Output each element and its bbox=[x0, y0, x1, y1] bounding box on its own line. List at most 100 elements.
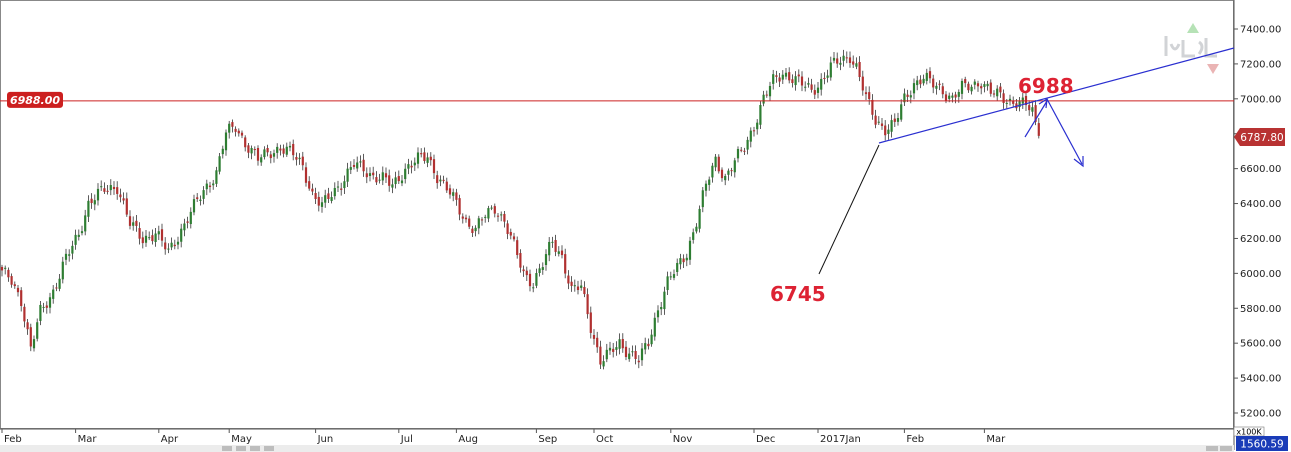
candle-body-up bbox=[413, 162, 416, 166]
candle-body-up bbox=[912, 83, 916, 94]
candle-body-down bbox=[90, 198, 93, 204]
candle-body-up bbox=[39, 304, 42, 321]
candle bbox=[852, 55, 855, 69]
candle-body-down bbox=[861, 76, 864, 91]
candle bbox=[180, 223, 183, 248]
candle bbox=[426, 152, 429, 168]
candle bbox=[199, 195, 202, 206]
candle bbox=[839, 56, 842, 71]
candle bbox=[292, 139, 295, 161]
candle bbox=[173, 239, 176, 250]
candle bbox=[932, 74, 935, 94]
candle bbox=[100, 180, 103, 191]
candle bbox=[509, 228, 512, 240]
candle bbox=[148, 231, 151, 241]
candle bbox=[343, 175, 346, 194]
candle bbox=[740, 146, 743, 153]
candle-body-down bbox=[730, 170, 733, 172]
volume-scale-label: x100K bbox=[1236, 428, 1262, 437]
candle-body-down bbox=[464, 217, 468, 220]
candle bbox=[295, 152, 298, 166]
candle bbox=[640, 342, 644, 366]
candle-body-up bbox=[656, 310, 660, 318]
candle bbox=[512, 232, 516, 242]
candle bbox=[749, 127, 752, 148]
candle-body-down bbox=[980, 86, 983, 89]
candle bbox=[39, 301, 42, 326]
candle-body-down bbox=[253, 149, 256, 151]
x-tick-label: Mar bbox=[78, 434, 98, 445]
candle-body-down bbox=[592, 334, 596, 339]
candle bbox=[567, 270, 570, 290]
candle-body-down bbox=[509, 231, 512, 236]
candle-body-down bbox=[906, 94, 909, 97]
candle bbox=[429, 152, 432, 166]
candle-body-down bbox=[586, 294, 589, 315]
candle bbox=[58, 274, 61, 292]
candle-body-down bbox=[932, 78, 935, 88]
candle bbox=[36, 318, 39, 342]
candle bbox=[84, 209, 87, 236]
candle-body-down bbox=[388, 175, 391, 186]
candle bbox=[874, 109, 877, 129]
candle-body-up bbox=[532, 287, 535, 289]
candle bbox=[983, 81, 986, 93]
candle-body-down bbox=[314, 192, 317, 200]
candle bbox=[420, 148, 423, 158]
candle bbox=[967, 81, 970, 93]
candle bbox=[234, 126, 237, 137]
candle-body-up bbox=[215, 170, 218, 184]
candle bbox=[141, 231, 144, 249]
candle bbox=[480, 217, 484, 226]
candle bbox=[999, 82, 1002, 98]
candle bbox=[551, 236, 554, 248]
candle bbox=[992, 90, 996, 98]
candle bbox=[349, 161, 352, 175]
candle-body-up bbox=[842, 55, 845, 61]
candle bbox=[253, 146, 256, 156]
candle-body-up bbox=[202, 190, 205, 199]
candle-body-down bbox=[813, 90, 816, 95]
candle bbox=[816, 81, 820, 99]
candle bbox=[263, 146, 266, 160]
candle bbox=[743, 147, 746, 156]
candle-body-up bbox=[724, 175, 727, 181]
candle bbox=[167, 243, 170, 254]
candle bbox=[455, 188, 458, 206]
candle-body-up bbox=[628, 353, 631, 360]
candle-body-down bbox=[164, 242, 167, 250]
candle-body-down bbox=[1037, 123, 1040, 136]
candle bbox=[592, 329, 596, 345]
candle-body-down bbox=[327, 193, 330, 199]
candle-body-down bbox=[55, 287, 58, 289]
candle bbox=[468, 215, 471, 230]
y-tick-label: 6400.00 bbox=[1240, 199, 1281, 210]
candle-body-up bbox=[154, 233, 157, 242]
candle bbox=[807, 77, 810, 88]
candle bbox=[730, 167, 733, 177]
candle bbox=[240, 130, 244, 139]
candle bbox=[989, 79, 992, 97]
candle-body-up bbox=[42, 306, 45, 308]
candle bbox=[663, 286, 666, 315]
candle-body-up bbox=[759, 105, 762, 125]
candle-body-down bbox=[560, 250, 564, 256]
candle-body-up bbox=[695, 226, 698, 232]
candle bbox=[535, 268, 538, 289]
candle bbox=[704, 180, 708, 197]
candle-body-down bbox=[151, 235, 154, 242]
candle bbox=[820, 73, 823, 96]
candle bbox=[164, 237, 167, 255]
candle-body-up bbox=[176, 241, 180, 245]
x-tick-label: Jul bbox=[400, 434, 413, 445]
candle-body-down bbox=[752, 130, 756, 132]
candle-body-up bbox=[548, 241, 551, 256]
candle bbox=[541, 262, 544, 275]
candle-body-down bbox=[196, 197, 199, 199]
candle-body-up bbox=[1018, 101, 1021, 108]
candle bbox=[439, 175, 442, 187]
candle-body-down bbox=[240, 132, 244, 136]
candle-body-up bbox=[784, 72, 788, 77]
candle bbox=[29, 323, 32, 352]
